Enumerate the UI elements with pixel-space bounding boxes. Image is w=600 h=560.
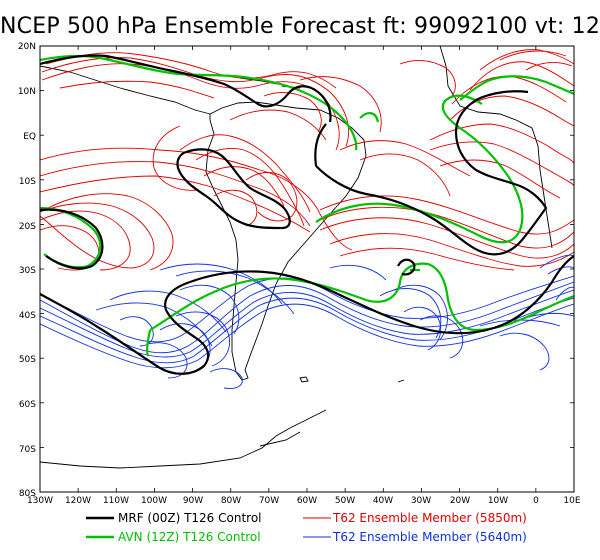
lon-label: 10E [563, 496, 580, 506]
map-frame [39, 45, 575, 493]
lat-label: 70S [19, 445, 36, 455]
longitude-labels: 130W 120W 110W 100W 90W 80W 70W 60W 50W … [27, 496, 581, 506]
ensemble-members-5850m [40, 49, 574, 271]
legend-item-5640: T62 Ensemble Member (5640m) [303, 530, 527, 544]
legend-label-5850: T62 Ensemble Member (5850m) [332, 511, 527, 525]
lat-label: EQ [23, 132, 36, 142]
lon-label: 0 [533, 496, 539, 506]
lat-label: 20N [18, 42, 36, 52]
legend-item-5850: T62 Ensemble Member (5850m) [303, 511, 527, 525]
lat-label: 10S [19, 177, 36, 187]
lon-label: 30W [411, 496, 431, 506]
lon-label: 90W [183, 496, 203, 506]
lon-label: 130W [27, 496, 53, 506]
lat-label: 80S [19, 489, 36, 499]
lat-label: 60S [19, 400, 36, 410]
lat-label: 30S [19, 266, 36, 276]
lat-label: 10N [18, 87, 36, 97]
lat-label: 40S [19, 311, 36, 321]
lon-label: 50W [335, 496, 355, 506]
lon-label: 120W [65, 496, 91, 506]
lon-label: 20W [450, 496, 470, 506]
latitude-labels: 20N 10N EQ 10S 20S 30S 40S 50S 60S 70S 8… [18, 42, 36, 499]
legend: MRF (00Z) T126 Control AVN (12Z) T126 Co… [86, 511, 527, 544]
lon-label: 10W [488, 496, 508, 506]
mrf-control-contours [40, 54, 574, 375]
legend-item-mrf: MRF (00Z) T126 Control [86, 511, 262, 525]
legend-label-mrf: MRF (00Z) T126 Control [118, 511, 262, 525]
lon-label: 40W [373, 496, 393, 506]
legend-item-avn: AVN (12Z) T126 Control [86, 530, 261, 544]
ensemble-members-5640m [40, 254, 574, 389]
lat-label: 50S [19, 355, 36, 365]
lon-label: 70W [259, 496, 279, 506]
map-title: NCEP 500 hPa Ensemble Forecast ft: 99092… [0, 14, 600, 39]
lon-label: 100W [141, 496, 167, 506]
lon-label: 110W [103, 496, 129, 506]
lon-label: 80W [221, 496, 241, 506]
lat-label: 20S [19, 222, 36, 232]
legend-label-avn: AVN (12Z) T126 Control [118, 530, 261, 544]
coastlines [40, 46, 553, 469]
legend-label-5640: T62 Ensemble Member (5640m) [332, 530, 527, 544]
lon-label: 60W [297, 496, 317, 506]
